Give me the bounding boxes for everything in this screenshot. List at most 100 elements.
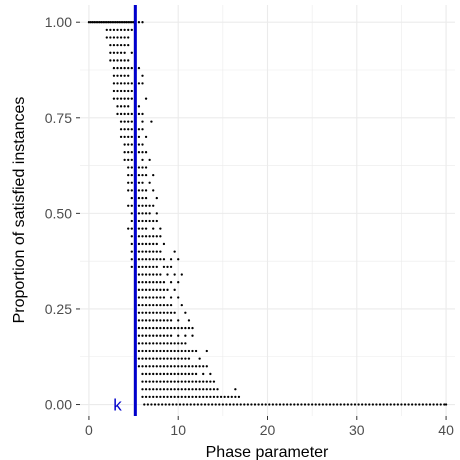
data-point — [202, 380, 205, 383]
data-point — [191, 349, 194, 353]
data-point — [155, 303, 158, 307]
data-point — [169, 265, 173, 269]
data-point — [152, 334, 155, 337]
data-point — [137, 135, 141, 139]
data-point — [130, 151, 133, 154]
data-point — [177, 334, 180, 337]
data-point — [141, 166, 144, 169]
data-point — [148, 349, 151, 353]
data-point — [137, 166, 141, 169]
data-point — [130, 189, 133, 192]
data-point — [144, 151, 148, 154]
data-point — [148, 380, 151, 383]
data-point — [180, 342, 183, 345]
data-point — [109, 59, 112, 62]
data-point — [180, 273, 183, 276]
data-point — [155, 326, 158, 330]
data-point — [148, 235, 151, 238]
data-point — [210, 403, 214, 406]
data-point — [162, 281, 166, 284]
data-point — [152, 319, 155, 322]
data-point — [123, 158, 126, 161]
data-point — [137, 105, 141, 108]
y-tick-label: 1.00 — [45, 14, 72, 30]
data-point — [303, 403, 307, 406]
data-point — [144, 212, 148, 215]
data-point — [184, 311, 187, 314]
data-point — [112, 74, 116, 77]
data-point — [152, 273, 155, 276]
data-point — [159, 326, 162, 330]
data-point — [96, 21, 100, 24]
data-point — [162, 296, 166, 299]
data-point — [155, 250, 158, 253]
data-point — [169, 296, 173, 299]
data-point — [112, 51, 116, 54]
data-point — [166, 372, 169, 376]
data-point — [177, 349, 180, 353]
data-point — [144, 166, 148, 169]
data-point — [130, 265, 133, 269]
data-point — [180, 349, 183, 353]
data-point — [173, 357, 176, 360]
data-point — [127, 204, 130, 207]
data-point — [141, 212, 144, 215]
data-point — [105, 28, 108, 31]
data-point — [144, 258, 148, 261]
data-point — [198, 395, 201, 399]
data-point — [137, 112, 141, 116]
data-point — [137, 326, 141, 330]
data-point — [130, 89, 133, 93]
data-point — [155, 242, 158, 246]
data-point — [169, 365, 173, 368]
data-point — [378, 403, 382, 406]
data-point — [123, 97, 126, 100]
data-point — [184, 349, 187, 353]
data-point — [184, 372, 187, 376]
data-point — [137, 342, 141, 345]
data-point — [173, 349, 176, 353]
data-point — [148, 219, 151, 223]
data-point — [103, 21, 107, 24]
data-point — [371, 403, 375, 406]
data-point — [141, 319, 144, 322]
data-point — [173, 365, 176, 368]
data-point — [169, 342, 173, 345]
data-point — [253, 403, 257, 406]
data-point — [177, 326, 180, 330]
data-point — [141, 112, 144, 116]
data-point — [425, 403, 428, 406]
data-point — [173, 288, 176, 291]
data-point — [162, 288, 166, 291]
data-point — [196, 403, 200, 406]
y-axis-title: Proportion of satisfied instances — [11, 97, 28, 324]
data-point — [332, 403, 335, 406]
data-point — [162, 357, 166, 360]
data-point — [152, 365, 155, 368]
data-point — [152, 296, 155, 299]
data-point — [110, 21, 114, 24]
data-point — [205, 395, 208, 399]
data-point — [169, 395, 173, 399]
data-point — [155, 235, 158, 238]
data-point — [187, 365, 191, 368]
data-point — [130, 227, 133, 230]
data-point — [144, 357, 148, 360]
data-point — [212, 388, 216, 391]
data-point — [137, 265, 141, 269]
x-axis-title: Phase parameter — [206, 444, 329, 460]
data-point — [137, 151, 141, 154]
data-point — [127, 36, 130, 39]
data-point — [112, 66, 116, 70]
data-point — [155, 273, 158, 276]
data-point — [152, 219, 155, 223]
data-point — [205, 349, 208, 353]
data-point — [166, 334, 169, 337]
data-point — [119, 97, 123, 100]
data-point — [275, 403, 278, 406]
data-point — [155, 196, 158, 200]
data-point — [87, 21, 91, 24]
data-point — [130, 51, 133, 54]
data-point — [159, 357, 162, 360]
